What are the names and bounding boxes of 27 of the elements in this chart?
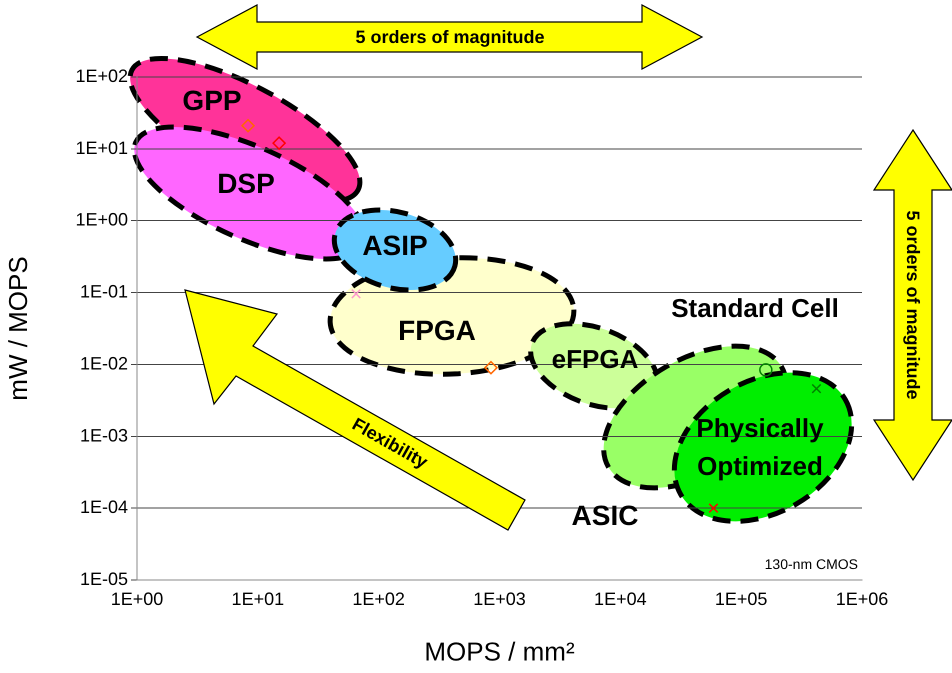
y-tick-label: 1E-03 xyxy=(80,425,128,446)
x-tick-label: 1E+04 xyxy=(594,588,647,609)
double-headed-arrow: 5 orders of magnitude xyxy=(872,128,952,482)
y-tick-label: 1E-02 xyxy=(80,353,128,374)
y-tick-label: 1E+00 xyxy=(75,210,128,230)
annotation: Physically Optimized xyxy=(696,413,824,481)
y-tick-label: 1E-01 xyxy=(80,282,128,302)
annotation: Standard Cell xyxy=(671,293,839,323)
annotation: GPP xyxy=(182,84,242,116)
y-tick-label: 1E+01 xyxy=(75,138,128,158)
y-tick-label: 1E-04 xyxy=(80,497,128,518)
x-tick-label: 1E+05 xyxy=(714,588,768,609)
x-tick-label: 1E+01 xyxy=(232,588,284,609)
annotation: 130-nm CMOS xyxy=(764,556,858,572)
annotation: ASIC xyxy=(572,500,638,530)
annotation: ASIP xyxy=(362,230,428,260)
x-tick-label: 1E+03 xyxy=(473,588,526,609)
x-axis-title: MOPS / mm² xyxy=(424,636,575,667)
double-headed-arrow: 5 orders of magnitude xyxy=(196,4,704,70)
x-tick-label: 1E+00 xyxy=(110,588,164,609)
y-tick-label: 1E+02 xyxy=(75,66,128,86)
x-tick-label: 1E+06 xyxy=(836,588,888,609)
annotation: FPGA xyxy=(398,314,476,346)
y-axis-title: mW / MOPS xyxy=(2,256,33,401)
y-tick-label: 1E-05 xyxy=(80,568,128,589)
annotation: DSP xyxy=(217,168,275,198)
x-tick-label: 1E+02 xyxy=(352,588,405,609)
